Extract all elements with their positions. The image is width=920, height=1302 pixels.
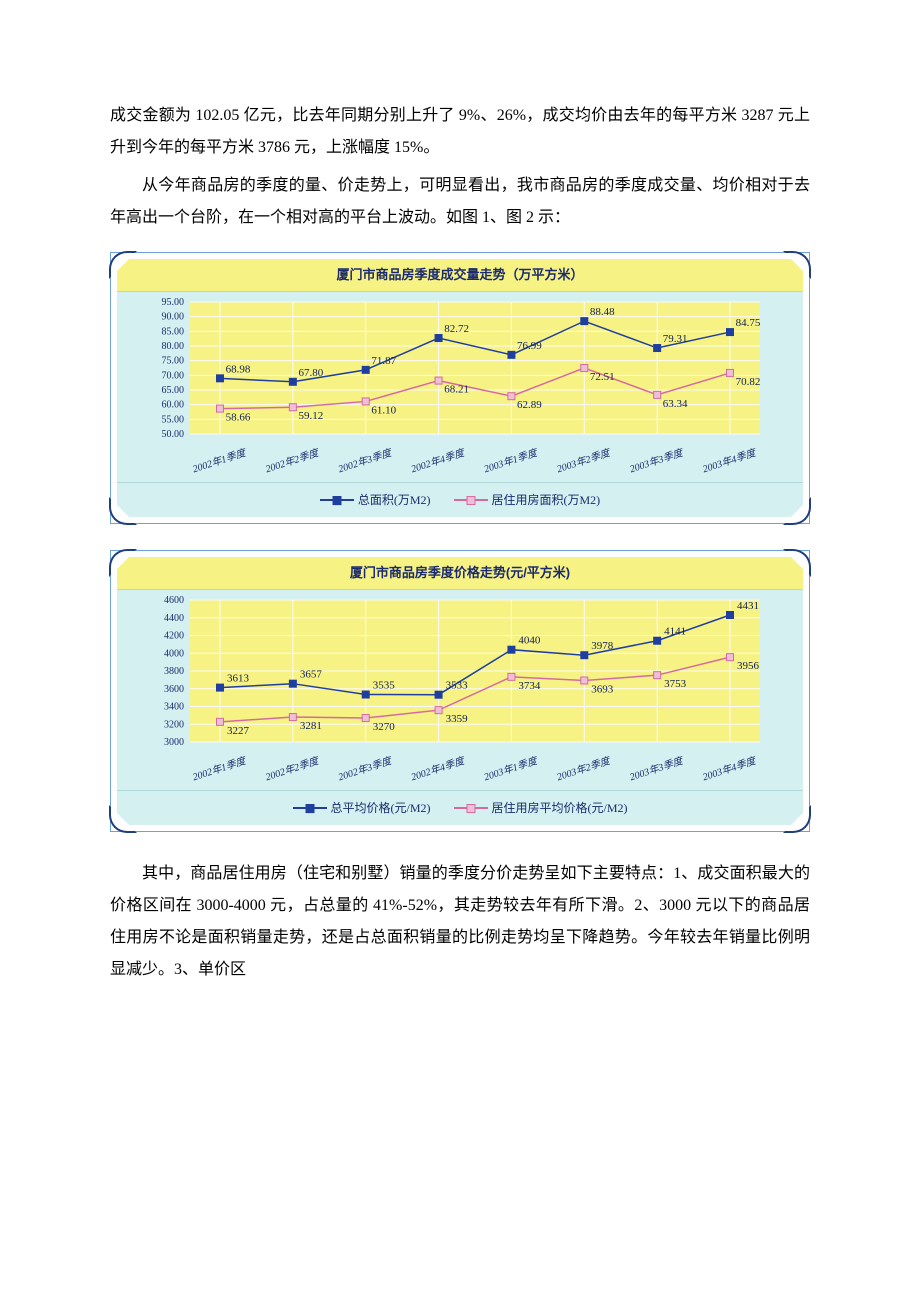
paragraph-1: 成交金额为 102.05 亿元，比去年同期分别上升了 9%、26%，成交均价由去… <box>110 100 810 164</box>
svg-text:85.00: 85.00 <box>162 326 185 337</box>
chart-1-frame: 厦门市商品房季度成交量走势（万平方米） 50.00 55.00 60.00 65.00… <box>110 252 810 524</box>
svg-text:95.00: 95.00 <box>162 297 185 308</box>
chart-2-plot: 3000 3200 3400 3600 3800 4000 4200 4400 4600 2002… <box>117 590 803 790</box>
chart-1-legend-item-total: 总面积(万M2) <box>320 488 431 512</box>
svg-text:3227: 3227 <box>227 725 250 737</box>
svg-text:3800: 3800 <box>164 666 184 677</box>
paragraph-2: 从今年商品房的季度的量、价走势上，可明显看出，我市商品房的季度成交量、均价相对于… <box>110 170 810 234</box>
svg-text:55.00: 55.00 <box>162 414 185 425</box>
chart-2-frame: 厦门市商品房季度价格走势(元/平方米) 3000 3200 3400 3600 3800… <box>110 550 810 832</box>
svg-text:2002年3季度: 2002年3季度 <box>337 754 395 783</box>
svg-text:70.82: 70.82 <box>736 376 761 388</box>
svg-text:3734: 3734 <box>518 680 541 692</box>
svg-text:3600: 3600 <box>164 684 184 695</box>
svg-text:71.87: 71.87 <box>371 355 396 367</box>
svg-text:2003年2季度: 2003年2季度 <box>555 754 613 783</box>
chart-1-title: 厦门市商品房季度成交量走势（万平方米） <box>117 259 803 292</box>
svg-text:4000: 4000 <box>164 648 184 659</box>
svg-text:2002年2季度: 2002年2季度 <box>264 754 322 783</box>
chart-2-title: 厦门市商品房季度价格走势(元/平方米) <box>117 557 803 590</box>
chart-1-legend: 总面积(万M2) 居住用房面积(万M2) <box>117 482 803 517</box>
svg-text:4400: 4400 <box>164 613 184 624</box>
svg-text:59.12: 59.12 <box>298 410 323 422</box>
svg-text:50.00: 50.00 <box>162 429 185 440</box>
svg-text:3693: 3693 <box>591 683 614 695</box>
svg-text:2002年2季度: 2002年2季度 <box>264 446 322 475</box>
svg-text:2002年4季度: 2002年4季度 <box>410 446 468 475</box>
svg-text:63.34: 63.34 <box>663 398 688 410</box>
chart-1-legend-item-residential: 居住用房面积(万M2) <box>454 488 601 512</box>
svg-text:3359: 3359 <box>446 713 469 725</box>
svg-text:3956: 3956 <box>737 660 760 672</box>
paragraph-3: 其中，商品居住用房（住宅和别墅）销量的季度分价走势呈如下主要特点：1、成交面积最… <box>110 858 810 986</box>
chart-1-plot: 50.00 55.00 60.00 65.00 70.00 75.00 80.00 85.00… <box>117 292 803 482</box>
svg-text:2003年2季度: 2003年2季度 <box>555 446 613 475</box>
svg-text:4200: 4200 <box>164 631 184 642</box>
svg-text:4040: 4040 <box>518 635 541 647</box>
chart-2-legend-item-total: 总平均价格(元/M2) <box>293 796 431 820</box>
svg-text:72.51: 72.51 <box>590 371 615 383</box>
svg-text:3200: 3200 <box>164 719 184 730</box>
svg-text:82.72: 82.72 <box>444 323 469 335</box>
svg-text:65.00: 65.00 <box>162 385 185 396</box>
svg-text:67.80: 67.80 <box>298 367 323 379</box>
svg-text:2003年1季度: 2003年1季度 <box>482 754 540 783</box>
svg-text:3400: 3400 <box>164 702 184 713</box>
svg-text:80.00: 80.00 <box>162 341 185 352</box>
svg-text:90.00: 90.00 <box>162 312 185 323</box>
svg-text:61.10: 61.10 <box>371 404 396 416</box>
chart-1-panel: 厦门市商品房季度成交量走势（万平方米） 50.00 55.00 60.00 65.00… <box>117 259 803 517</box>
svg-text:2002年3季度: 2002年3季度 <box>337 446 395 475</box>
chart-1-legend-label-total: 总面积(万M2) <box>358 488 431 512</box>
svg-text:4141: 4141 <box>664 626 686 638</box>
chart-1-legend-label-residential: 居住用房面积(万M2) <box>492 488 601 512</box>
svg-text:2002年4季度: 2002年4季度 <box>410 754 468 783</box>
svg-text:60.00: 60.00 <box>162 400 185 411</box>
svg-text:2003年3季度: 2003年3季度 <box>628 446 686 475</box>
svg-text:2003年4季度: 2003年4季度 <box>701 754 759 783</box>
chart-2-legend-label-total: 总平均价格(元/M2) <box>331 796 431 820</box>
svg-text:58.66: 58.66 <box>226 412 251 424</box>
svg-text:2003年3季度: 2003年3季度 <box>628 754 686 783</box>
svg-text:3535: 3535 <box>373 680 396 692</box>
svg-text:76.99: 76.99 <box>517 340 542 352</box>
svg-text:3000: 3000 <box>164 737 184 748</box>
svg-text:75.00: 75.00 <box>162 356 185 367</box>
chart-2-panel: 厦门市商品房季度价格走势(元/平方米) 3000 3200 3400 3600 3800… <box>117 557 803 825</box>
chart-2-legend-item-residential: 居住用房平均价格(元/M2) <box>454 796 628 820</box>
svg-text:88.48: 88.48 <box>590 306 615 318</box>
svg-text:3753: 3753 <box>664 678 687 690</box>
svg-text:68.98: 68.98 <box>226 363 251 375</box>
chart-2-legend: 总平均价格(元/M2) 居住用房平均价格(元/M2) <box>117 790 803 825</box>
svg-text:68.21: 68.21 <box>444 384 469 396</box>
svg-text:2003年1季度: 2003年1季度 <box>482 446 540 475</box>
svg-text:2002年1季度: 2002年1季度 <box>191 754 249 783</box>
svg-text:3270: 3270 <box>373 721 396 733</box>
svg-text:3978: 3978 <box>591 640 614 652</box>
svg-text:4431: 4431 <box>737 600 759 612</box>
svg-text:84.75: 84.75 <box>736 317 761 329</box>
svg-text:2003年4季度: 2003年4季度 <box>701 446 759 475</box>
svg-text:62.89: 62.89 <box>517 399 542 411</box>
svg-text:70.00: 70.00 <box>162 370 185 381</box>
chart-2-legend-label-residential: 居住用房平均价格(元/M2) <box>492 796 628 820</box>
svg-text:3281: 3281 <box>300 720 322 732</box>
svg-text:4600: 4600 <box>164 595 184 606</box>
svg-text:3533: 3533 <box>446 680 469 692</box>
svg-text:3657: 3657 <box>300 669 323 681</box>
svg-text:2002年1季度: 2002年1季度 <box>191 446 249 475</box>
svg-text:79.31: 79.31 <box>663 333 688 345</box>
document-page: 成交金额为 102.05 亿元，比去年同期分别上升了 9%、26%，成交均价由去… <box>0 0 920 1052</box>
svg-text:3613: 3613 <box>227 673 250 685</box>
